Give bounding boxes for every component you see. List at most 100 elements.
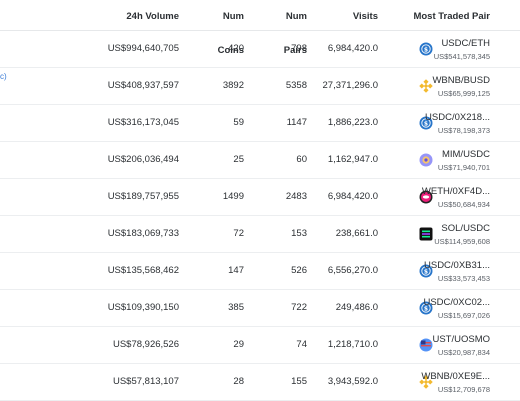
cell-num-pairs: 155 xyxy=(291,376,307,387)
usdc-icon: $ xyxy=(419,116,433,130)
most-traded-pair[interactable]: $ USDC/0XB31... US$33,573,453 xyxy=(405,253,520,289)
cell-visits: 249,486.0 xyxy=(335,302,378,313)
mim-icon xyxy=(419,153,433,167)
most-traded-pair[interactable]: WETH/0XF4D... US$50,684,934 xyxy=(405,179,520,215)
header-num-pairs[interactable]: Num Pairs xyxy=(283,11,307,56)
table-row[interactable]: US$183,069,733 72 153 238,661.0 SOL/USDC US$1… xyxy=(0,216,520,253)
cell-24h-volume: US$994,640,705 xyxy=(107,43,179,54)
cell-num-coins: 29 xyxy=(233,339,244,350)
cell-num-pairs: 722 xyxy=(291,302,307,313)
most-traded-pair[interactable]: $ USDC/ETH US$541,578,345 xyxy=(405,31,520,67)
bnb-icon xyxy=(419,375,433,389)
cell-num-pairs: 153 xyxy=(291,228,307,239)
most-traded-pair[interactable]: WBNB/0XE9E... US$12,709,678 xyxy=(405,364,520,400)
svg-text:$: $ xyxy=(424,46,428,53)
table-row[interactable]: US$189,757,955 1499 2483 6,984,420.0 WETH/0X… xyxy=(0,179,520,216)
cell-num-pairs: 60 xyxy=(296,154,307,165)
cell-num-pairs: 798 xyxy=(291,43,307,54)
cell-num-pairs: 74 xyxy=(296,339,307,350)
most-traded-pair[interactable]: $ USDC/0X218... US$78,198,373 xyxy=(405,105,520,141)
table-row[interactable]: US$206,036,494 25 60 1,162,947.0 MIM/USDC US$… xyxy=(0,142,520,179)
cell-24h-volume: US$408,937,597 xyxy=(107,80,179,91)
cell-num-coins: 25 xyxy=(233,154,244,165)
cell-num-coins: 1499 xyxy=(222,191,244,202)
truncated-link-text[interactable]: c) xyxy=(0,72,7,81)
cell-num-coins: 3892 xyxy=(222,80,244,91)
cell-num-coins: 59 xyxy=(233,117,244,128)
cell-24h-volume: US$206,036,494 xyxy=(107,154,179,165)
cell-24h-volume: US$316,173,045 xyxy=(107,117,179,128)
pair-volume: US$71,940,701 xyxy=(437,163,490,172)
cell-visits: 6,984,420.0 xyxy=(327,191,378,202)
cell-24h-volume: US$78,926,526 xyxy=(112,339,179,350)
most-traded-pair[interactable]: $ USDC/0XC02... US$15,697,026 xyxy=(405,290,520,326)
cell-visits: 6,556,270.0 xyxy=(327,265,378,276)
cell-num-pairs: 2483 xyxy=(285,191,307,202)
header-most-traded-pair[interactable]: Most Traded Pair xyxy=(413,11,490,22)
table-row[interactable]: US$994,640,705 420 798 6,984,420.0 $ USDC/ETH… xyxy=(0,31,520,68)
cell-visits: 1,162,947.0 xyxy=(327,154,378,165)
pair-name[interactable]: UST/UOSMO xyxy=(432,334,490,345)
pair-volume: US$12,709,678 xyxy=(437,385,490,394)
pair-volume: US$33,573,453 xyxy=(437,274,490,283)
sol-icon xyxy=(419,227,433,241)
svg-text:$: $ xyxy=(424,268,428,275)
pair-volume: US$541,578,345 xyxy=(433,52,490,61)
pair-name[interactable]: USDC/0XB31... xyxy=(424,260,490,271)
cell-num-coins: 420 xyxy=(228,43,244,54)
cell-24h-volume: US$109,390,150 xyxy=(107,302,179,313)
cell-visits: 6,984,420.0 xyxy=(327,43,378,54)
cell-24h-volume: US$57,813,107 xyxy=(112,376,179,387)
cell-visits: 3,943,592.0 xyxy=(327,376,378,387)
header-24h-volume[interactable]: 24h Volume xyxy=(126,11,179,22)
pair-volume: US$65,999,125 xyxy=(437,89,490,98)
table-row[interactable]: US$316,173,045 59 1147 1,886,223.0 $ USDC/0X2… xyxy=(0,105,520,142)
pair-name[interactable]: MIM/USDC xyxy=(441,149,490,160)
most-traded-pair[interactable]: WBNB/BUSD US$65,999,125 xyxy=(405,68,520,104)
pair-name[interactable]: USDC/0X218... xyxy=(425,112,490,123)
table-row[interactable]: US$135,568,462 147 526 6,556,270.0 $ USDC/0XB… xyxy=(0,253,520,290)
cell-num-pairs: 5358 xyxy=(285,80,307,91)
cell-visits: 27,371,296.0 xyxy=(322,80,378,91)
pair-volume: US$20,987,834 xyxy=(437,348,490,357)
usdc-icon: $ xyxy=(419,301,433,315)
table-row[interactable]: US$78,926,526 29 74 1,218,710.0 UST/UOSMO US$… xyxy=(0,327,520,364)
pair-name[interactable]: USDC/0XC02... xyxy=(423,297,490,308)
pair-name[interactable]: WBNB/BUSD xyxy=(432,75,490,86)
table-header: 24h Volume Num Coins Num Pairs Visits Mo… xyxy=(0,0,520,56)
cell-num-coins: 147 xyxy=(228,265,244,276)
usdc-icon: $ xyxy=(419,264,433,278)
pair-volume: US$50,684,934 xyxy=(437,200,490,209)
table-row[interactable]: US$57,813,107 28 155 3,943,592.0 WBNB/0XE9E.… xyxy=(0,364,520,401)
cell-visits: 238,661.0 xyxy=(335,228,378,239)
cell-num-coins: 385 xyxy=(228,302,244,313)
ust-icon xyxy=(419,338,433,352)
pair-volume: US$114,959,608 xyxy=(434,237,490,246)
pair-volume: US$15,697,026 xyxy=(437,311,490,320)
usdc-icon: $ xyxy=(419,42,433,56)
table-row[interactable]: US$109,390,150 385 722 249,486.0 $ USDC/0XC02… xyxy=(0,290,520,327)
most-traded-pair[interactable]: SOL/USDC US$114,959,608 xyxy=(405,216,520,252)
header-visits[interactable]: Visits xyxy=(352,11,378,22)
pair-name[interactable]: SOL/USDC xyxy=(441,223,490,234)
header-num-coins[interactable]: Num Coins xyxy=(217,11,244,56)
cell-visits: 1,218,710.0 xyxy=(327,339,378,350)
cell-num-pairs: 526 xyxy=(291,265,307,276)
cell-24h-volume: US$189,757,955 xyxy=(107,191,179,202)
most-traded-pair[interactable]: MIM/USDC US$71,940,701 xyxy=(405,142,520,178)
pair-name[interactable]: WBNB/0XE9E... xyxy=(421,371,490,382)
cell-visits: 1,886,223.0 xyxy=(327,117,378,128)
table-row[interactable]: US$408,937,597 3892 5358 27,371,296.0 WBNB/B… xyxy=(0,68,520,105)
pair-name[interactable]: WETH/0XF4D... xyxy=(421,186,490,197)
cell-24h-volume: US$183,069,733 xyxy=(107,228,179,239)
svg-text:$: $ xyxy=(424,305,428,312)
most-traded-pair[interactable]: UST/UOSMO US$20,987,834 xyxy=(405,327,520,363)
bnb-icon xyxy=(419,79,433,93)
pair-name[interactable]: USDC/ETH xyxy=(441,38,490,49)
weth-icon xyxy=(419,190,433,204)
cell-num-coins: 28 xyxy=(233,376,244,387)
pair-volume: US$78,198,373 xyxy=(437,126,490,135)
svg-text:$: $ xyxy=(424,120,428,127)
cell-num-pairs: 1147 xyxy=(286,117,307,128)
